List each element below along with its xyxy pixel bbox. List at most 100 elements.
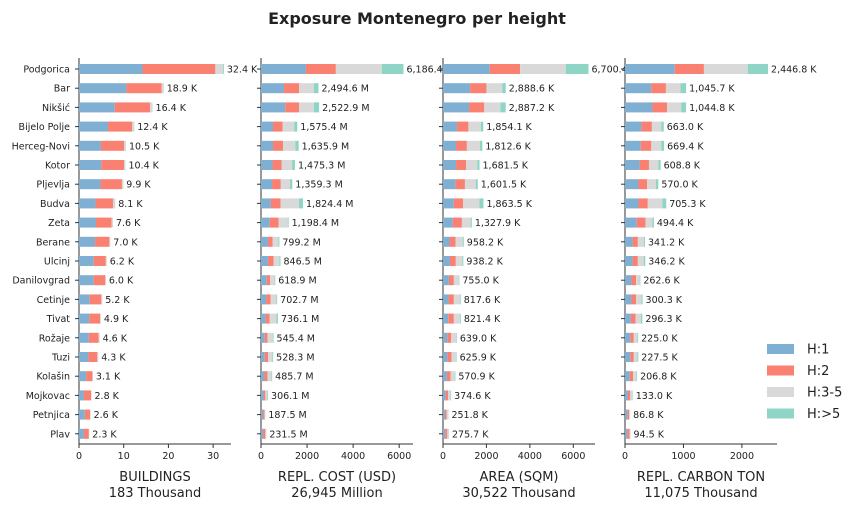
bar-total-label: 736.1 M <box>281 314 319 325</box>
legend-label: H:1 <box>807 343 829 358</box>
bar-total-label: 2.8 K <box>95 391 120 402</box>
bar-segment-h-5 <box>274 275 276 286</box>
bar-segment-h-3-5 <box>484 102 501 113</box>
bar-segment-h-2 <box>449 236 456 247</box>
bar-segment-h-3-5 <box>464 179 476 190</box>
bar-segment-h-1 <box>261 275 267 286</box>
legend-swatch <box>767 365 794 376</box>
bar-total-label: 262.6 K <box>643 276 680 287</box>
legend-label: H:>5 <box>807 407 840 422</box>
bar-segment-h-2 <box>639 160 649 170</box>
bar-segment-h-1 <box>625 236 633 247</box>
bar-segment-h-1 <box>625 217 637 228</box>
bar-segment-h-5 <box>299 198 304 209</box>
bar-segment-h-3-5 <box>463 198 480 209</box>
bar-segment-h-3-5 <box>630 390 633 401</box>
bar-segment-h-2 <box>446 371 451 382</box>
bar-total-label: 133.0 K <box>636 391 673 402</box>
bar-total-label: 846.5 M <box>283 257 321 268</box>
bar-segment-h-5 <box>295 140 299 151</box>
x-tick-label: 2000 <box>730 451 754 462</box>
bar-total-label: 6.0 K <box>109 276 134 287</box>
bar-segment-h-5 <box>643 236 645 247</box>
bar-segment-h-3-5 <box>124 160 126 170</box>
bar-segment-h-3-5 <box>270 294 277 305</box>
bar-segment-h-2 <box>640 140 652 151</box>
bar-segment-h-2 <box>448 294 454 305</box>
bar-total-label: 817.6 K <box>464 295 501 306</box>
bar-segment-h-2 <box>631 294 637 305</box>
bar-segment-h-1 <box>79 160 102 170</box>
bar-segment-h-1 <box>443 409 445 420</box>
bar-total-label: 2.3 K <box>92 429 117 440</box>
bar-segment-h-2 <box>305 64 336 74</box>
bar-segment-h-5 <box>643 256 646 266</box>
bar-segment-h-2 <box>93 256 106 266</box>
bar-segment-h-1 <box>79 371 87 382</box>
bar-segment-h-1 <box>443 64 490 74</box>
legend-label: H:2 <box>807 364 829 379</box>
bar-segment-h-1 <box>261 83 285 94</box>
bar-segment-h-5 <box>313 83 319 94</box>
bar-segment-h-2 <box>444 409 447 420</box>
bar-total-label: 12.4 K <box>137 122 168 133</box>
bar-segment-h-3-5 <box>451 352 457 362</box>
bar-segment-h-3-5 <box>97 352 98 362</box>
bar-total-label: 1,601.5 K <box>481 180 527 191</box>
bar-segment-h-1 <box>625 390 628 401</box>
bar-segment-h-5 <box>279 256 281 266</box>
bar-segment-h-1 <box>79 409 85 420</box>
bar-total-label: 341.2 K <box>648 237 685 248</box>
bar-segment-h-3-5 <box>635 313 641 324</box>
bar-segment-h-3-5 <box>645 217 653 228</box>
panel-total-label: 30,522 Thousand <box>462 486 575 501</box>
bar-segment-h-2 <box>445 390 448 401</box>
bar-segment-h-5 <box>479 198 484 209</box>
legend-swatch <box>767 344 794 354</box>
bar-segment-h-1 <box>443 256 450 266</box>
bar-total-label: 8.1 K <box>118 199 143 210</box>
bar-total-label: 206.8 K <box>640 372 677 383</box>
bar-segment-h-5 <box>222 64 224 74</box>
bar-segment-h-3-5 <box>132 121 134 132</box>
bar-segment-h-3-5 <box>270 275 275 286</box>
bar-segment-h-1 <box>625 256 633 266</box>
category-label: Podgorica <box>23 65 70 76</box>
bar-segment-h-2 <box>114 102 151 113</box>
bar-segment-h-1 <box>443 294 449 305</box>
x-tick-label: 4000 <box>518 451 542 462</box>
bar-segment-h-2 <box>272 179 281 190</box>
bar-total-label: 10.4 K <box>128 161 159 172</box>
bar-total-label: 187.5 M <box>268 410 306 421</box>
bar-segment-h-3-5 <box>121 179 124 190</box>
bar-total-label: 227.5 K <box>641 353 678 364</box>
bar-segment-h-5 <box>479 140 483 151</box>
bar-segment-h-3-5 <box>637 236 644 247</box>
x-tick-label: 1000 <box>671 451 695 462</box>
panel-4: 0 1000 2000 2,446.8 K 1,045.7 K 1,044.8 K 663.… <box>621 58 817 501</box>
bar-segment-h-3-5 <box>280 179 291 190</box>
bar-total-label: 485.7 M <box>275 372 313 383</box>
bar-segment-h-1 <box>443 121 458 132</box>
legend-label: H:3-5 <box>807 386 842 401</box>
bar-segment-h-5 <box>462 236 464 247</box>
bar-total-label: 6,700.4 <box>591 65 627 76</box>
bar-segment-h-2 <box>447 332 452 343</box>
x-tick-label: 10 <box>118 451 130 462</box>
bar-segment-h-2 <box>84 409 91 420</box>
bar-segment-h-3-5 <box>101 294 103 305</box>
x-axis-label: AREA (SQM) <box>479 470 558 485</box>
bar-segment-h-1 <box>79 217 96 228</box>
bar-segment-h-5 <box>662 198 667 209</box>
bar-segment-h-3-5 <box>703 64 748 74</box>
bar-segment-h-5 <box>294 121 298 132</box>
panel-1: 0 10 20 30 Podgorica 32.4 K Bar 18.9 K Nikšić 16.… <box>12 58 258 501</box>
bar-segment-h-2 <box>266 275 271 286</box>
bar-segment-h-2 <box>142 64 216 74</box>
bar-segment-h-2 <box>264 371 268 382</box>
bar-segment-h-2 <box>83 390 92 401</box>
x-axis-label: REPL. CARBON TON <box>637 470 765 485</box>
bar-segment-h-2 <box>89 313 101 324</box>
bar-segment-h-3-5 <box>124 140 126 151</box>
bar-segment-h-1 <box>79 256 94 266</box>
